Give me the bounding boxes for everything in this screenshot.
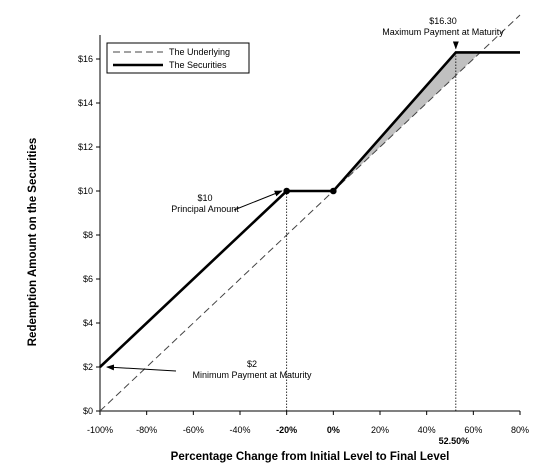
annotation-line: Principal Amount xyxy=(171,204,239,214)
annotation-line: $16.30 xyxy=(429,16,457,26)
securities-line xyxy=(99,51,520,368)
data-point-marker xyxy=(283,187,290,195)
annotation-line: $2 xyxy=(247,359,257,369)
annotation-line: $10 xyxy=(197,193,212,203)
annotation-maximum: $16.30 Maximum Payment at Maturity xyxy=(382,16,504,37)
x-extra-label: 52.50% xyxy=(439,436,470,446)
annotation-minimum: $2 Minimum Payment at Maturity xyxy=(192,359,312,380)
x-tick-label: -60% xyxy=(183,425,204,435)
y-tick-label: $16 xyxy=(78,54,93,64)
y-tick-label: $6 xyxy=(83,274,93,284)
x-axis-title: Percentage Change from Initial Level to … xyxy=(171,451,450,463)
x-tick-label: -100% xyxy=(87,425,113,435)
x-tick-label: 60% xyxy=(464,425,482,435)
y-tick-label: $14 xyxy=(78,98,93,108)
annotation-line: Minimum Payment at Maturity xyxy=(192,370,312,380)
y-tick-label: $4 xyxy=(83,318,93,328)
x-tick-label: -20% xyxy=(276,425,297,435)
legend-label: The Securities xyxy=(169,60,227,70)
data-point-marker xyxy=(330,187,337,195)
x-tick-label: -80% xyxy=(136,425,157,435)
x-tick-label: 40% xyxy=(418,425,436,435)
y-tick-label: $10 xyxy=(78,186,93,196)
underlying-line xyxy=(99,14,521,412)
x-tick-label: 80% xyxy=(511,425,529,435)
y-tick-label: $0 xyxy=(83,406,93,416)
y-tick-label: $8 xyxy=(83,230,93,240)
y-tick-label: $12 xyxy=(78,142,93,152)
x-tick-label: 0% xyxy=(327,425,340,435)
y-axis-title: Redemption Amount on the Securities xyxy=(27,138,39,347)
annotation-arrow xyxy=(233,190,283,211)
x-tick-label: -40% xyxy=(229,425,250,435)
y-tick-label: $2 xyxy=(83,362,93,372)
legend-box xyxy=(106,42,250,74)
annotation-arrow xyxy=(106,364,177,372)
annotation-principal: $10 Principal Amount xyxy=(171,193,239,214)
legend-label: The Underlying xyxy=(169,47,230,57)
annotation-line: Maximum Payment at Maturity xyxy=(382,27,504,37)
x-tick-label: 20% xyxy=(371,425,389,435)
